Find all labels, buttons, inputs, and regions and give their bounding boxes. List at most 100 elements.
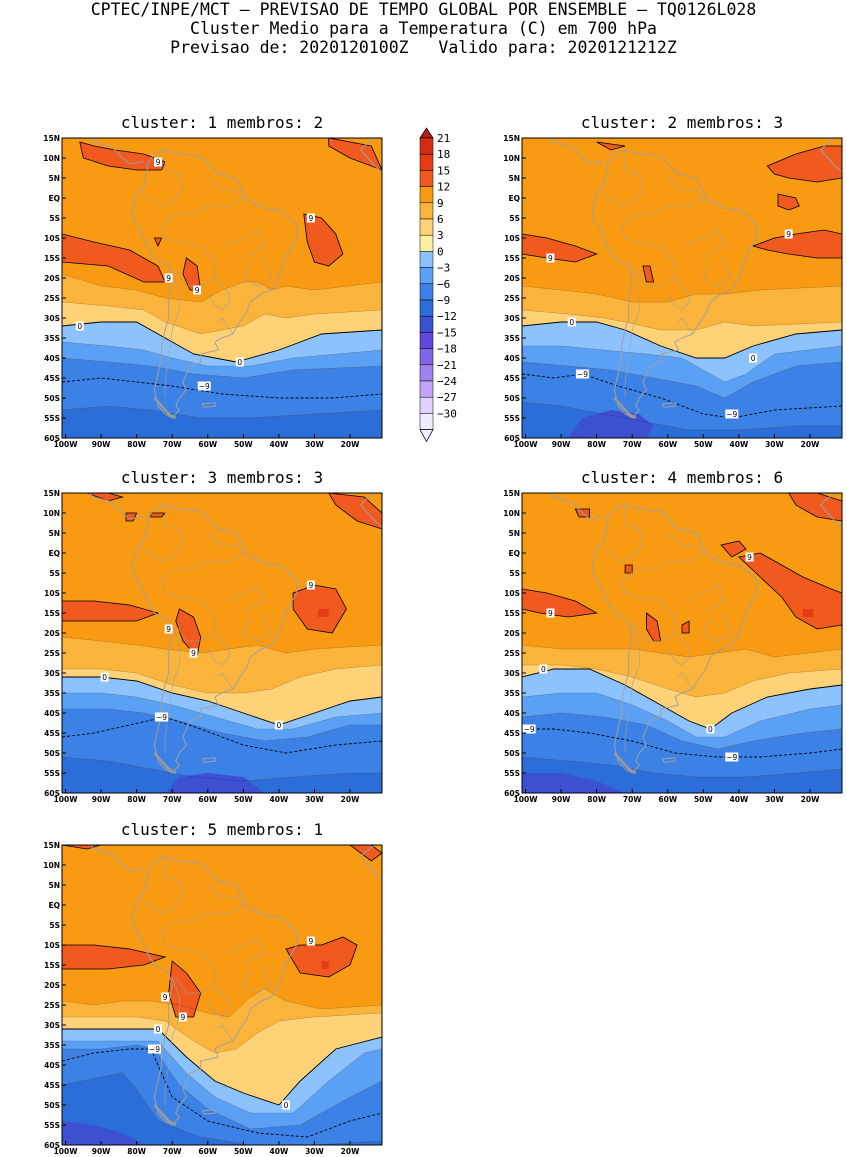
contour-label: −9 — [149, 1045, 160, 1054]
lon-tick-label: 50W — [694, 795, 713, 804]
lat-tick-label: 60S — [504, 789, 520, 798]
lat-tick-label: 35S — [504, 334, 520, 343]
contour-label: 9 — [166, 625, 171, 634]
panel-cluster-2: cluster: 2 membros: 3 9 9 0 0 −9 −9 15N 10N 5N EQ 5… — [503, 113, 843, 449]
lat-tick-label: 25S — [44, 294, 60, 303]
contour-label: 9 — [308, 937, 313, 946]
contour-label: −9 — [156, 713, 167, 722]
lat-tick-label: 10S — [44, 941, 60, 950]
colorbar-swatch — [419, 202, 434, 220]
colorbar-top-arrow — [419, 127, 434, 139]
lat-tick-label: 45S — [44, 1081, 60, 1090]
lat-tick-label: 10S — [504, 589, 520, 598]
lon-tick-label: 60W — [658, 440, 677, 449]
lon-tick-label: 40W — [730, 795, 749, 804]
contour-label: 0 — [102, 673, 107, 682]
lon-tick-label: 70W — [623, 440, 642, 449]
contour-label-bg — [154, 1024, 162, 1034]
lat-tick-label: 5S — [49, 214, 60, 223]
lon-tick-label: 70W — [163, 795, 182, 804]
colorbar-swatch — [419, 364, 434, 382]
colorbar-label: 18 — [437, 148, 450, 161]
colorbar-swatch — [419, 332, 434, 349]
lat-tick-label: 10S — [504, 234, 520, 243]
lon-tick-label: 80W — [127, 440, 146, 449]
contour-label: 0 — [77, 322, 82, 331]
lat-tick-label: 40S — [504, 709, 520, 718]
lon-tick-label: 90W — [92, 440, 111, 449]
lon-tick-label: 90W — [92, 1147, 111, 1156]
contour-label: −9 — [577, 370, 588, 379]
lat-tick-label: 5S — [49, 921, 60, 930]
contour-label-bg — [546, 253, 555, 263]
colorbar-label: −3 — [437, 262, 450, 275]
contour-label: 9 — [308, 581, 313, 590]
colorbar-swatch — [419, 218, 434, 236]
lat-tick-label: 20S — [44, 981, 60, 990]
lat-tick-label: 20S — [504, 274, 520, 283]
lat-tick-label: 15S — [504, 254, 520, 263]
lat-tick-label: 5N — [49, 174, 61, 183]
colorbar-label: 6 — [437, 213, 444, 226]
lon-tick-label: 20W — [341, 795, 360, 804]
contour-label-bg — [306, 936, 315, 946]
colorbar-legend: 21 18 15 12 9 6 3 0 −3 −6 −9 −12 −15 −18 −21 −24 −27 −30 — [419, 127, 457, 443]
colorbar-label: −6 — [437, 278, 450, 291]
lon-tick-label: 40W — [270, 795, 289, 804]
coastline-map — [62, 845, 382, 1127]
contour-label: 9 — [180, 1013, 185, 1022]
temperature-field — [62, 845, 382, 1145]
lat-tick-label: 40S — [44, 709, 60, 718]
lon-tick-label: 50W — [234, 795, 253, 804]
colorbar-label: 3 — [437, 229, 444, 242]
panel-cluster-5: cluster: 5 membros: 1 9 9 9 0 0 −9 15N 10N 5N EQ 5S… — [43, 820, 383, 1156]
lat-tick-label: 5S — [509, 214, 520, 223]
panel-cluster-4: cluster: 4 membros: 6 9 9 0 0 −9 −9 15N 10N 5N EQ 5… — [503, 468, 843, 804]
lon-tick-label: 80W — [587, 440, 606, 449]
contour-label: 0 — [751, 354, 756, 363]
panel-title: cluster: 1 membros: 2 — [121, 113, 323, 132]
contour-label-bg — [784, 229, 793, 239]
colorbar-label: 15 — [437, 164, 450, 177]
colorbar-label: 0 — [437, 245, 444, 258]
colorbar-swatch — [419, 251, 434, 268]
colorbar-swatch — [419, 380, 434, 398]
coastline-map — [62, 138, 382, 420]
lon-tick-label: 20W — [341, 1147, 360, 1156]
colorbar-label: −30 — [437, 407, 457, 420]
lat-tick-label: 45S — [504, 729, 520, 738]
temperature-field — [62, 138, 382, 438]
lat-tick-label: 15S — [44, 609, 60, 618]
lat-tick-label: 5N — [49, 881, 61, 890]
temperature-field — [522, 138, 842, 438]
lon-tick-label: 60W — [198, 1147, 217, 1156]
contour-label-bg — [567, 317, 576, 327]
lat-tick-label: 10S — [44, 589, 60, 598]
lat-tick-label: 15N — [43, 489, 60, 498]
lon-tick-label: 50W — [234, 1147, 253, 1156]
lon-tick-label: 100W — [54, 1147, 79, 1156]
contour-label-bg — [197, 381, 211, 391]
contour-label-bg — [306, 580, 315, 590]
contour-label-bg — [235, 357, 244, 367]
contour-label: 9 — [786, 230, 791, 239]
lat-tick-label: 50S — [504, 394, 520, 403]
lat-tick-label: 55S — [44, 769, 60, 778]
contour-label: 0 — [569, 318, 574, 327]
lat-tick-label: 50S — [44, 1101, 60, 1110]
contour-label: −9 — [726, 410, 737, 419]
lon-tick-label: 100W — [514, 440, 539, 449]
lat-tick-label: 45S — [504, 374, 520, 383]
lat-tick-label: 30S — [504, 314, 520, 323]
lat-tick-label: EQ — [509, 549, 521, 558]
map-frame — [61, 137, 383, 439]
colorbar-label: −12 — [437, 310, 457, 323]
map-frame — [61, 492, 383, 794]
lat-tick-label: 10N — [503, 154, 520, 163]
lon-tick-label: 60W — [198, 440, 217, 449]
lon-tick-label: 90W — [552, 440, 571, 449]
lat-tick-label: 10N — [503, 509, 520, 518]
lon-tick-label: 40W — [270, 440, 289, 449]
lat-tick-label: 15N — [503, 489, 520, 498]
colorbar-label: 9 — [437, 197, 444, 210]
